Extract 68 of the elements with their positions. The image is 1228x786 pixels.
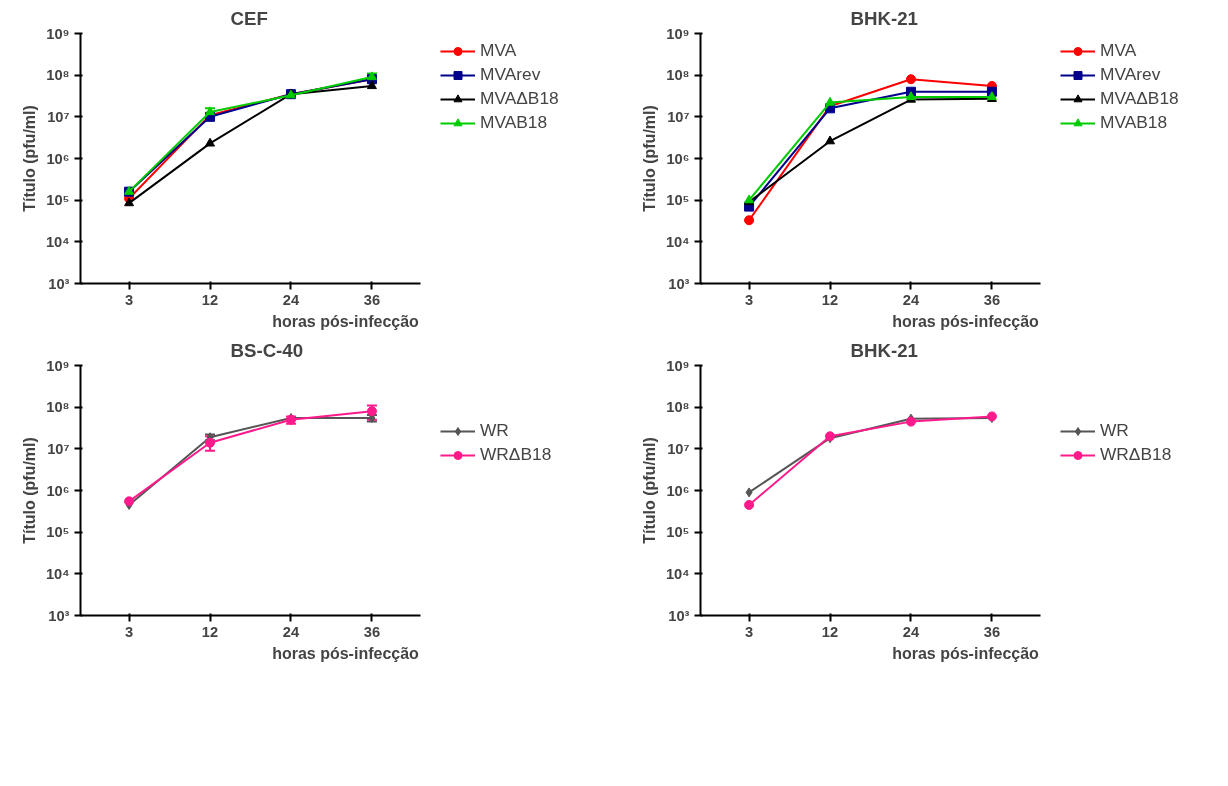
y-tick-label: 10⁶ — [46, 482, 70, 499]
y-tick-label: 10³ — [668, 275, 690, 292]
x-tick-label: 12 — [201, 291, 219, 308]
legend-label: MVAΔB18 — [1100, 88, 1179, 109]
x-axis-title: horas pós-infecção — [272, 644, 420, 662]
y-tick-label: 10⁵ — [666, 192, 690, 209]
legend-label: MVA — [1100, 40, 1137, 61]
y-tick-label: 10⁷ — [47, 440, 70, 457]
x-tick-label: 24 — [902, 291, 920, 308]
y-axis-title: Título (pfu/ml) — [640, 105, 658, 212]
y-tick-label: 10⁴ — [45, 233, 70, 250]
x-tick-label: 3 — [745, 623, 754, 640]
y-axis-title: Título (pfu/ml) — [20, 105, 38, 212]
y-tick-label: 10⁶ — [666, 482, 690, 499]
x-tick-label: 24 — [282, 623, 300, 640]
y-tick-label: 10⁷ — [47, 108, 70, 125]
y-tick-label: 10⁵ — [46, 192, 70, 209]
x-tick-label: 24 — [282, 291, 300, 308]
legend-label: MVAΔB18 — [480, 88, 559, 109]
chart-title: BS-C-40 — [230, 339, 304, 361]
x-tick-label: 24 — [902, 623, 920, 640]
y-tick-label: 10⁹ — [46, 25, 70, 42]
legend-label: MVAB18 — [480, 112, 548, 133]
y-tick-label: 10³ — [668, 607, 690, 624]
x-tick-label: 12 — [821, 623, 839, 640]
x-tick-label: 36 — [363, 291, 381, 308]
y-tick-label: 10⁸ — [46, 399, 70, 416]
y-tick-label: 10⁶ — [46, 150, 70, 167]
y-tick-label: 10³ — [48, 275, 70, 292]
y-tick-label: 10⁸ — [46, 67, 70, 84]
y-tick-label: 10⁶ — [666, 150, 690, 167]
x-axis-title: horas pós-infecção — [272, 312, 420, 330]
x-tick-label: 36 — [363, 623, 381, 640]
chart-title: BHK-21 — [850, 7, 918, 29]
y-tick-label: 10⁴ — [665, 565, 690, 582]
x-axis-title: horas pós-infecção — [892, 312, 1040, 330]
legend-label: MVA — [480, 40, 517, 61]
x-tick-label: 3 — [745, 291, 754, 308]
y-tick-label: 10³ — [48, 607, 70, 624]
legend-label: MVArev — [1100, 64, 1161, 85]
legend-label: WRΔB18 — [480, 444, 552, 465]
x-tick-label: 12 — [201, 623, 219, 640]
y-tick-label: 10⁵ — [46, 524, 70, 541]
y-axis-title: Título (pfu/ml) — [20, 437, 38, 544]
legend-label: MVArev — [480, 64, 541, 85]
chart-title: BHK-21 — [850, 339, 918, 361]
y-tick-label: 10⁷ — [667, 108, 690, 125]
legend-label: WRΔB18 — [1100, 444, 1172, 465]
legend-label: WR — [1100, 420, 1129, 441]
legend-label: MVAB18 — [1100, 112, 1168, 133]
chart-title: CEF — [230, 7, 268, 29]
x-tick-label: 36 — [983, 623, 1001, 640]
x-axis-title: horas pós-infecção — [892, 644, 1040, 662]
x-tick-label: 3 — [125, 623, 134, 640]
x-tick-label: 36 — [983, 291, 1001, 308]
y-tick-label: 10⁹ — [666, 357, 690, 374]
y-tick-label: 10⁸ — [666, 67, 690, 84]
legend-label: WR — [480, 420, 509, 441]
y-tick-label: 10⁹ — [46, 357, 70, 374]
y-tick-label: 10⁵ — [666, 524, 690, 541]
x-tick-label: 12 — [821, 291, 839, 308]
y-tick-label: 10⁹ — [666, 25, 690, 42]
y-tick-label: 10⁸ — [666, 399, 690, 416]
y-tick-label: 10⁷ — [667, 440, 690, 457]
y-tick-label: 10⁴ — [45, 565, 70, 582]
y-tick-label: 10⁴ — [665, 233, 690, 250]
y-axis-title: Título (pfu/ml) — [640, 437, 658, 544]
x-tick-label: 3 — [125, 291, 134, 308]
